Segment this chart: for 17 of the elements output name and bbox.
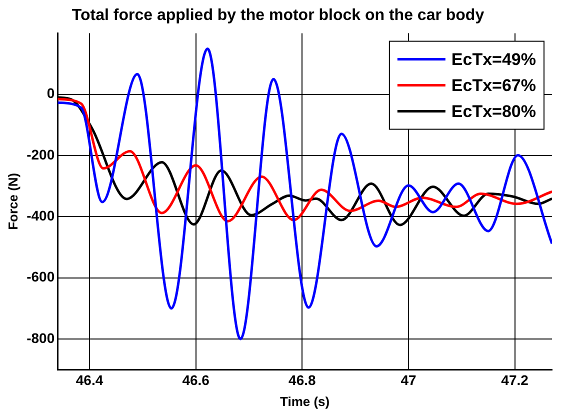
x-tick-label: 46.4 (76, 372, 104, 388)
y-tick-label: -200 (26, 146, 55, 162)
chart-title: Total force applied by the motor block on the car body (72, 7, 484, 24)
x-axis-title: Time (s) (280, 394, 330, 409)
y-tick-label: -400 (26, 208, 55, 224)
x-tick-label: 47.2 (501, 372, 529, 388)
y-tick-label: -600 (26, 268, 55, 285)
legend-label: EcTx=49% (451, 50, 536, 69)
legend-label: EcTx=80% (451, 102, 536, 121)
x-tick-label: 46.8 (288, 372, 316, 388)
legend-label: EcTx=67% (451, 76, 536, 95)
y-axis-title: Force (N) (5, 172, 20, 230)
line-series (58, 48, 552, 340)
y-tick-label: -800 (26, 330, 55, 346)
y-tick-label: 0 (46, 85, 55, 102)
x-tick-label: 47 (400, 372, 416, 388)
x-tick-label: 46.6 (182, 372, 210, 388)
